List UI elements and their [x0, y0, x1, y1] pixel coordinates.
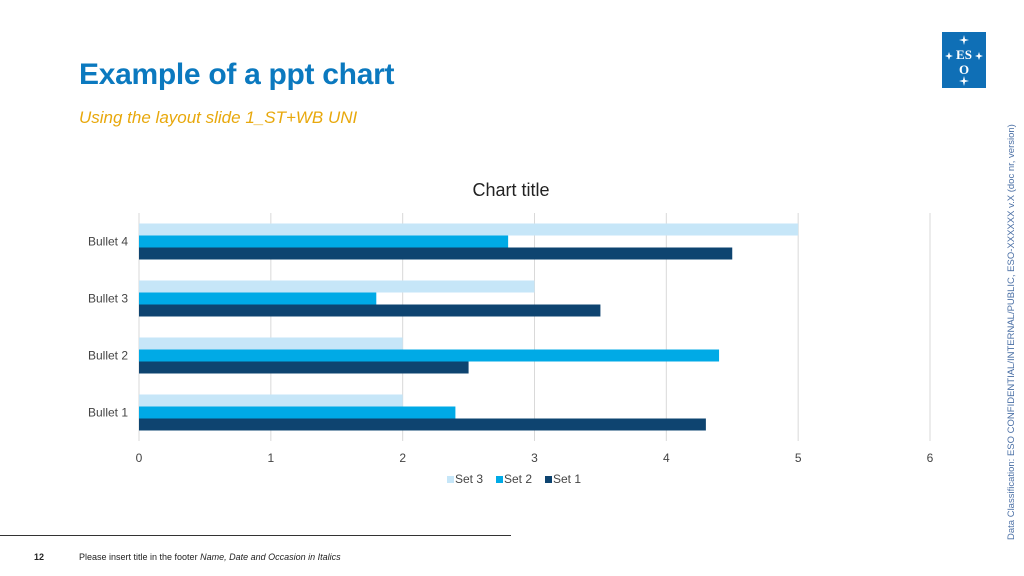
bar-set1-bullet-1 — [139, 418, 706, 431]
bar-set2-bullet-1 — [139, 406, 456, 419]
eso-logo-icon: ES O — [945, 35, 983, 86]
slide-subtitle: Using the layout slide 1_ST+WB UNI — [79, 108, 358, 127]
slide-title: Example of a ppt chart — [79, 58, 395, 91]
legend-label: Set 1 — [553, 472, 581, 486]
footer-text: Please insert title in the footer Name, … — [79, 552, 341, 562]
bar-set3-bullet-2 — [139, 337, 403, 350]
x-tick-label: 3 — [531, 451, 538, 465]
svg-text:ES: ES — [956, 47, 972, 62]
bar-set1-bullet-3 — [139, 304, 601, 317]
legend-swatch-set1 — [545, 476, 552, 483]
page-number: 12 — [34, 552, 45, 562]
x-tick-label: 4 — [663, 451, 670, 465]
footer-italic-text: Name, Date and Occasion in Italics — [200, 552, 341, 562]
legend-label: Set 3 — [455, 472, 483, 486]
y-category-label: Bullet 3 — [88, 292, 128, 306]
eso-logo: ES O — [942, 32, 986, 88]
legend-swatch-set2 — [496, 476, 503, 483]
bar-set2-bullet-3 — [139, 292, 377, 305]
x-tick-label: 0 — [136, 451, 143, 465]
y-category-label: Bullet 1 — [88, 406, 128, 420]
footer-divider — [0, 535, 511, 536]
bar-set3-bullet-1 — [139, 394, 403, 407]
legend-swatch-set3 — [447, 476, 454, 483]
bar-set3-bullet-3 — [139, 280, 535, 293]
legend-label: Set 2 — [504, 472, 532, 486]
bar-set3-bullet-4 — [139, 223, 799, 236]
x-tick-label: 1 — [267, 451, 274, 465]
chart-title: Chart title — [472, 180, 549, 200]
y-category-label: Bullet 4 — [88, 235, 128, 249]
x-tick-label: 2 — [399, 451, 406, 465]
svg-text:O: O — [959, 62, 969, 77]
x-tick-label: 5 — [795, 451, 802, 465]
bar-set1-bullet-4 — [139, 247, 733, 260]
y-category-label: Bullet 2 — [88, 349, 128, 363]
bar-set1-bullet-2 — [139, 361, 469, 374]
x-tick-label: 6 — [927, 451, 934, 465]
bar-set2-bullet-2 — [139, 349, 720, 362]
footer-plain-text: Please insert title in the footer — [79, 552, 198, 562]
bar-set2-bullet-4 — [139, 235, 509, 248]
